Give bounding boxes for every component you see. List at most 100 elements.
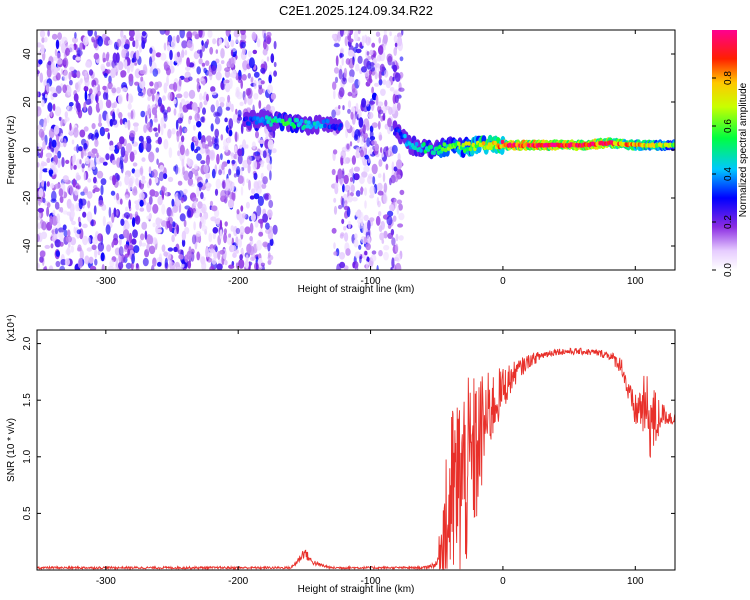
noise-cell bbox=[176, 51, 181, 58]
noise-cell bbox=[344, 232, 349, 242]
noise-cell bbox=[253, 193, 260, 200]
noise-cell bbox=[179, 144, 185, 156]
noise-cell bbox=[131, 217, 136, 228]
noise-cell bbox=[105, 224, 111, 235]
noise-cell bbox=[80, 148, 84, 159]
noise-cell bbox=[384, 99, 388, 107]
ridge-cell bbox=[403, 133, 407, 139]
noise-cell bbox=[81, 163, 85, 169]
noise-cell bbox=[105, 69, 111, 74]
noise-cell bbox=[44, 36, 48, 43]
noise-cell bbox=[235, 236, 239, 247]
noise-cell bbox=[163, 82, 168, 94]
noise-cell bbox=[97, 84, 101, 93]
noise-cell bbox=[116, 87, 121, 94]
noise-cell bbox=[344, 184, 351, 193]
noise-cell bbox=[383, 230, 388, 239]
y-tick-label: 0.5 bbox=[22, 506, 33, 520]
noise-cell bbox=[237, 148, 243, 157]
ridge-cell bbox=[321, 119, 326, 124]
noise-cell bbox=[93, 205, 97, 215]
noise-cell bbox=[103, 39, 107, 45]
noise-cell bbox=[61, 157, 65, 168]
noise-cell bbox=[207, 140, 213, 147]
noise-cell bbox=[40, 44, 45, 55]
noise-cell bbox=[176, 266, 182, 270]
noise-cell bbox=[64, 258, 70, 266]
ridge-cell bbox=[264, 115, 269, 120]
x-tick-label: -300 bbox=[96, 276, 116, 287]
noise-cell bbox=[344, 120, 350, 129]
noise-cell bbox=[205, 145, 209, 154]
noise-cell bbox=[83, 143, 88, 150]
noise-cell bbox=[341, 197, 345, 208]
noise-cell bbox=[363, 214, 369, 222]
noise-cell bbox=[160, 52, 167, 61]
noise-cell bbox=[222, 169, 225, 175]
noise-cell bbox=[111, 85, 117, 96]
noise-cell bbox=[162, 109, 168, 115]
noise-cell bbox=[82, 36, 89, 46]
noise-cell bbox=[361, 35, 365, 47]
noise-cell bbox=[47, 60, 52, 66]
noise-cell bbox=[62, 84, 67, 94]
noise-cell bbox=[241, 74, 247, 81]
noise-cell bbox=[70, 69, 74, 78]
noise-cell bbox=[80, 78, 83, 84]
noise-cell bbox=[240, 205, 244, 212]
noise-cell bbox=[333, 197, 337, 203]
noise-cell bbox=[76, 232, 80, 239]
noise-cell bbox=[37, 142, 40, 148]
noise-cell bbox=[214, 138, 218, 144]
noise-cell bbox=[56, 213, 61, 223]
noise-cell bbox=[363, 132, 368, 139]
noise-cell bbox=[211, 168, 216, 179]
noise-cell bbox=[209, 46, 214, 55]
noise-cell bbox=[208, 232, 213, 243]
noise-cell bbox=[163, 173, 168, 180]
ridge-cell bbox=[292, 124, 297, 129]
noise-cell bbox=[78, 221, 82, 228]
noise-cell bbox=[70, 210, 75, 218]
noise-cell bbox=[157, 123, 161, 134]
noise-cell bbox=[129, 151, 135, 162]
noise-cell bbox=[205, 154, 210, 166]
noise-cell bbox=[214, 116, 221, 125]
noise-cell bbox=[149, 81, 154, 87]
noise-cell bbox=[227, 199, 235, 209]
noise-cell bbox=[100, 184, 104, 196]
noise-cell bbox=[254, 262, 259, 270]
noise-cell bbox=[40, 231, 48, 240]
noise-cell bbox=[193, 164, 198, 170]
ridge-cell bbox=[419, 148, 423, 153]
noise-cell bbox=[331, 168, 336, 176]
noise-cell bbox=[186, 103, 193, 110]
noise-cell bbox=[371, 42, 376, 48]
noise-cell bbox=[378, 111, 381, 119]
noise-cell bbox=[393, 35, 398, 44]
noise-cell bbox=[54, 227, 59, 235]
noise-cell bbox=[398, 235, 404, 241]
noise-cell bbox=[253, 79, 257, 90]
noise-cell bbox=[167, 34, 173, 43]
noise-cell bbox=[37, 162, 40, 168]
noise-cell bbox=[191, 102, 198, 111]
noise-cell bbox=[344, 36, 348, 47]
noise-cell bbox=[224, 69, 231, 78]
noise-cell bbox=[333, 43, 340, 48]
noise-cell bbox=[377, 101, 384, 107]
noise-cell bbox=[134, 200, 140, 205]
noise-cell bbox=[211, 205, 218, 212]
noise-cell bbox=[140, 76, 144, 82]
noise-cell bbox=[174, 228, 177, 237]
noise-cell bbox=[54, 239, 61, 248]
noise-cell bbox=[357, 30, 361, 35]
ridge-cell bbox=[443, 147, 448, 153]
noise-cell bbox=[233, 225, 238, 237]
noise-cell bbox=[102, 57, 107, 63]
noise-cell bbox=[125, 206, 129, 212]
noise-cell bbox=[117, 94, 123, 105]
noise-cell bbox=[357, 55, 363, 64]
noise-cell bbox=[123, 43, 130, 50]
noise-cell bbox=[220, 153, 223, 161]
